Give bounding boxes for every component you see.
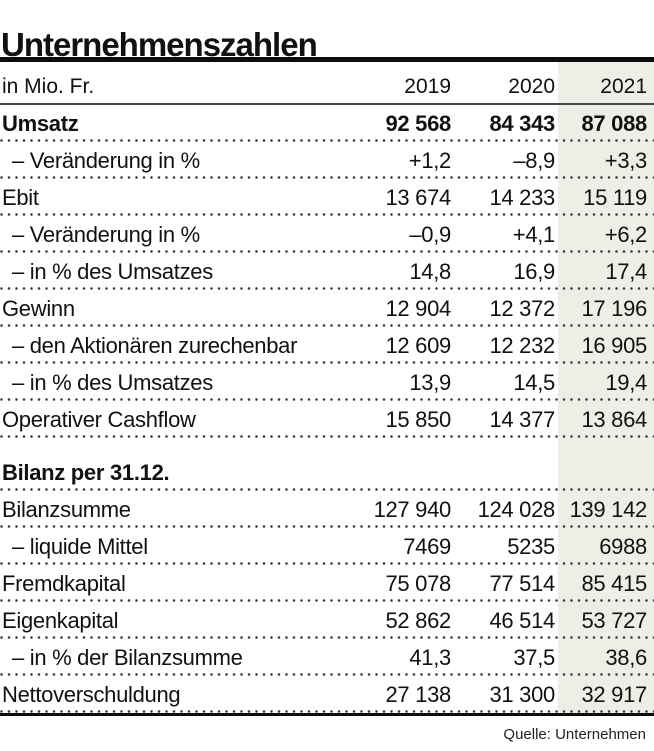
value-2019: 7469 bbox=[403, 533, 451, 559]
value-2021: 16 905 bbox=[581, 332, 648, 358]
row-label: Gewinn bbox=[2, 295, 75, 321]
value-2021: 13 864 bbox=[581, 406, 648, 432]
value-2020: 124 028 bbox=[477, 496, 556, 522]
value-2021: 19,4 bbox=[605, 369, 647, 395]
value-2020: 46 514 bbox=[489, 607, 556, 633]
value-2021: 53 727 bbox=[581, 607, 648, 633]
value-2020: 77 514 bbox=[489, 570, 556, 596]
column-header-2020: 2020 bbox=[508, 75, 555, 98]
row-label: Bilanzsumme bbox=[2, 496, 131, 522]
row-label: – Veränderung in % bbox=[12, 221, 200, 247]
row-label: – in % des Umsatzes bbox=[12, 369, 213, 395]
table-row: Operativer Cashflow 15 850 14 377 13 864 bbox=[0, 401, 654, 438]
source-credit: Quelle: Unternehmen bbox=[503, 726, 646, 743]
value-2020: 12 232 bbox=[489, 332, 556, 358]
highlighted-year-column-band bbox=[558, 62, 654, 713]
row-label: – Veränderung in % bbox=[12, 147, 200, 173]
value-2021: 85 415 bbox=[581, 570, 648, 596]
value-2021: +6,2 bbox=[604, 221, 648, 247]
value-2019: 52 862 bbox=[385, 607, 452, 633]
row-label: – den Aktionären zurechenbar bbox=[12, 332, 298, 358]
value-2020: 5235 bbox=[507, 533, 555, 559]
value-2019: 15 850 bbox=[385, 406, 452, 432]
value-2019: +1,2 bbox=[408, 147, 452, 173]
table-row: Fremdkapital 75 078 77 514 85 415 bbox=[0, 565, 654, 602]
value-2021: 32 917 bbox=[581, 681, 648, 707]
value-2020: 12 372 bbox=[489, 295, 556, 321]
column-header-2021: 2021 bbox=[600, 75, 647, 98]
page-title: Unternehmenszahlen bbox=[1, 26, 318, 64]
table-section-header: Bilanz per 31.12. bbox=[0, 454, 654, 491]
value-2019: 75 078 bbox=[385, 570, 452, 596]
value-2021: 17,4 bbox=[605, 258, 647, 284]
row-label: – in % des Umsatzes bbox=[12, 258, 213, 284]
value-2020: 14,5 bbox=[513, 369, 555, 395]
row-label: Fremdkapital bbox=[2, 570, 126, 596]
table-row: Umsatz 92 568 84 343 87 088 bbox=[0, 105, 654, 142]
row-label: Eigenkapital bbox=[2, 607, 119, 633]
table-body: Umsatz 92 568 84 343 87 088 – Veränderun… bbox=[0, 105, 654, 713]
table-row: Eigenkapital 52 862 46 514 53 727 bbox=[0, 602, 654, 639]
table-row: Bilanzsumme 127 940 124 028 139 142 bbox=[0, 491, 654, 528]
table-row: – Veränderung in % –0,9 +4,1 +6,2 bbox=[0, 216, 654, 253]
table-row: – in % der Bilanzsumme 41,3 37,5 38,6 bbox=[0, 639, 654, 676]
table-row: – den Aktionären zurechenbar 12 609 12 2… bbox=[0, 327, 654, 364]
value-2020: 16,9 bbox=[513, 258, 555, 284]
value-2019: –0,9 bbox=[409, 221, 451, 247]
value-2021: 139 142 bbox=[569, 496, 648, 522]
value-2021: 17 196 bbox=[581, 295, 648, 321]
value-2020: 31 300 bbox=[489, 681, 556, 707]
value-2019: 12 904 bbox=[385, 295, 452, 321]
value-2020: +4,1 bbox=[512, 221, 556, 247]
column-header-2019: 2019 bbox=[404, 75, 451, 98]
bottom-rule bbox=[0, 713, 654, 716]
row-label: Umsatz bbox=[2, 110, 79, 136]
value-2021: 6988 bbox=[599, 533, 647, 559]
value-2021: +3,3 bbox=[604, 147, 648, 173]
table-row: – Veränderung in % +1,2 –8,9 +3,3 bbox=[0, 142, 654, 179]
value-2019: 13 674 bbox=[385, 184, 452, 210]
value-2020: 84 343 bbox=[489, 110, 556, 136]
value-2021: 38,6 bbox=[605, 644, 647, 670]
row-label: Nettoverschuldung bbox=[2, 681, 181, 707]
table-row: Nettoverschuldung 27 138 31 300 32 917 bbox=[0, 676, 654, 713]
value-2019: 41,3 bbox=[409, 644, 451, 670]
value-2019: 92 568 bbox=[385, 110, 452, 136]
value-2020: 37,5 bbox=[513, 644, 555, 670]
value-2020: 14 233 bbox=[489, 184, 556, 210]
value-2019: 12 609 bbox=[385, 332, 452, 358]
table-row: Ebit 13 674 14 233 15 119 bbox=[0, 179, 654, 216]
value-2020: 14 377 bbox=[489, 406, 556, 432]
value-2021: 15 119 bbox=[583, 184, 647, 210]
section-header-label: Bilanz per 31.12. bbox=[2, 459, 170, 485]
value-2019: 127 940 bbox=[373, 496, 452, 522]
table-row: – liquide Mittel 7469 5235 6988 bbox=[0, 528, 654, 565]
row-label: – in % der Bilanzsumme bbox=[12, 644, 243, 670]
table-row: Gewinn 12 904 12 372 17 196 bbox=[0, 290, 654, 327]
table-row: – in % des Umsatzes 13,9 14,5 19,4 bbox=[0, 364, 654, 401]
value-2020: –8,9 bbox=[513, 147, 555, 173]
value-2019: 13,9 bbox=[409, 369, 451, 395]
row-label: Ebit bbox=[2, 184, 39, 210]
financial-table: in Mio. Fr. 2019 2020 2021 Umsatz 92 568… bbox=[0, 62, 654, 716]
row-label: – liquide Mittel bbox=[12, 533, 148, 559]
value-2019: 14,8 bbox=[409, 258, 451, 284]
value-2019: 27 138 bbox=[385, 681, 452, 707]
table-row: – in % des Umsatzes 14,8 16,9 17,4 bbox=[0, 253, 654, 290]
unit-label: in Mio. Fr. bbox=[2, 75, 95, 98]
top-rule bbox=[0, 57, 654, 62]
value-2021: 87 088 bbox=[581, 110, 648, 136]
row-label: Operativer Cashflow bbox=[2, 406, 196, 432]
table-header-row: in Mio. Fr. 2019 2020 2021 bbox=[0, 62, 654, 105]
